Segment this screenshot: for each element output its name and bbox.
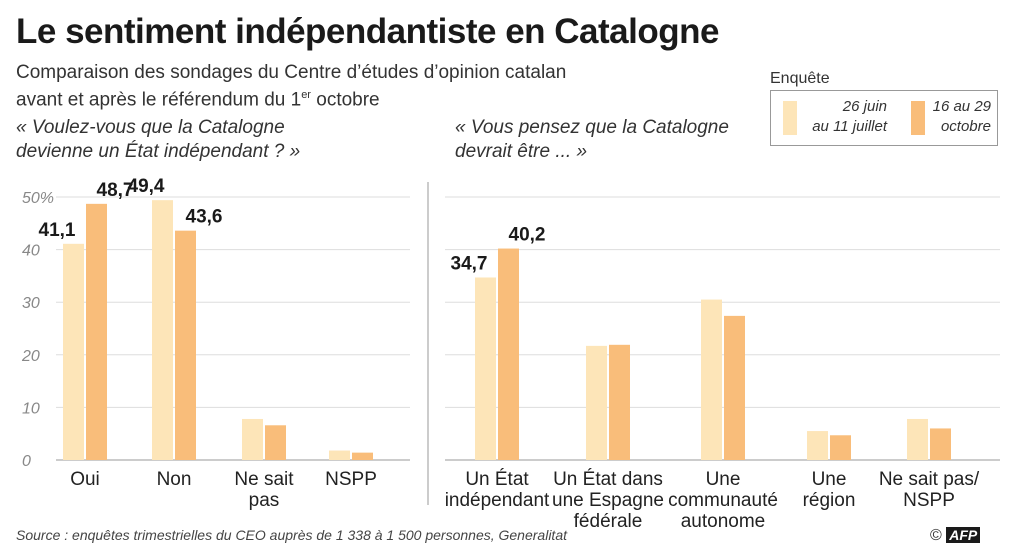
legend-label-before: 26 juin au 11 juillet (812, 98, 887, 135)
chart-title: Le sentiment indépendantiste en Catalogn… (16, 12, 719, 51)
category-label-line: Oui (70, 469, 100, 490)
bar-before (907, 418, 928, 460)
y-tick-label: 50% (22, 190, 54, 207)
question-right: « Vous pensez que la Catalogne devrait ê… (455, 117, 729, 162)
category-label-line: une Espagne (552, 490, 664, 511)
category-label: Une région (803, 469, 856, 511)
category-label-line: indépendant (445, 490, 550, 511)
category-label: NSPP (325, 469, 377, 490)
legend-swatch-before (783, 101, 797, 135)
category-label-line: Ne sait (234, 469, 294, 490)
category-label-line: région (803, 490, 856, 511)
bar-after (724, 315, 745, 460)
subtitle-line-2: avant et après le référendum du 1er octo… (16, 89, 380, 111)
bar-after (352, 452, 373, 460)
bar-after (609, 344, 630, 460)
legend-swatch-after (911, 101, 925, 135)
category-label: Oui (70, 469, 100, 490)
y-tick-label: 0 (22, 453, 31, 470)
bar-after (175, 230, 196, 460)
legend-label-after: 16 au 29 octobre (932, 98, 991, 135)
y-tick-label: 20 (21, 348, 40, 365)
category-label: Un État indépendant (445, 469, 550, 511)
category-label-line: Ne sait pas/ (879, 469, 980, 490)
y-tick-label: 10 (22, 400, 40, 417)
category-label: Ne sait pas (234, 469, 294, 511)
category-label-line: Un État dans (553, 469, 663, 490)
bar-before (586, 345, 607, 460)
bar-after (930, 428, 951, 460)
afp-credit: © AFP (930, 527, 981, 545)
bar-before (701, 299, 722, 460)
category-label: Ne sait pas/NSPP (879, 469, 980, 511)
bar-before (329, 450, 350, 460)
subtitle-line-1: Comparaison des sondages du Centre d’étu… (16, 62, 567, 83)
bar-before (807, 431, 828, 460)
bar-before (152, 200, 173, 460)
bar-before (475, 277, 496, 460)
category-label-line: Une (812, 469, 847, 490)
category-label-line: pas (249, 490, 280, 511)
bar-after (498, 248, 519, 460)
legend-caption: Enquête (770, 70, 834, 88)
chart-left: 0 10 20 30 40 50% 41,1 48,7 Oui 49,4 43,6 Non Ne sai… (21, 176, 410, 511)
y-tick-label: 30 (22, 295, 40, 312)
category-label: Non (157, 469, 192, 490)
afp-logo: AFP (946, 527, 981, 543)
category-label-line: autonome (681, 511, 766, 532)
category-label-line: fédérale (574, 511, 643, 532)
source-note: Source : enquêtes trimestrielles du CEO … (16, 527, 567, 543)
data-label: 43,6 (186, 207, 223, 228)
question-left: « Voulez-vous que la Catalogne devienne … (16, 117, 301, 162)
category-label-line: Un État (465, 469, 529, 490)
category-label-line: NSPP (903, 490, 955, 511)
legend: 26 juin au 11 juillet 16 au 29 octobre (770, 90, 998, 146)
category-label-line: communauté (668, 490, 778, 511)
category-label: Une communauté autonome (668, 469, 778, 532)
bar-before (63, 243, 84, 460)
data-label: 40,2 (509, 225, 546, 246)
y-tick-label: 40 (22, 243, 40, 260)
chart-subtitle: Comparaison des sondages du Centre d’étu… (16, 62, 656, 111)
category-label-line: Non (157, 469, 192, 490)
bar-after (830, 435, 851, 460)
category-label: Un État dans une Espagne fédérale (552, 469, 664, 532)
bar-after (265, 425, 286, 460)
data-label: 34,7 (451, 253, 488, 274)
copyright-symbol: © (930, 527, 942, 544)
bar-after (86, 203, 107, 460)
bar-before (242, 418, 263, 460)
data-label: 48,7 (97, 180, 134, 201)
data-label: 49,4 (128, 176, 165, 197)
data-label: 41,1 (39, 220, 76, 241)
category-label-line: Une (706, 469, 741, 490)
category-label-line: NSPP (325, 469, 377, 490)
